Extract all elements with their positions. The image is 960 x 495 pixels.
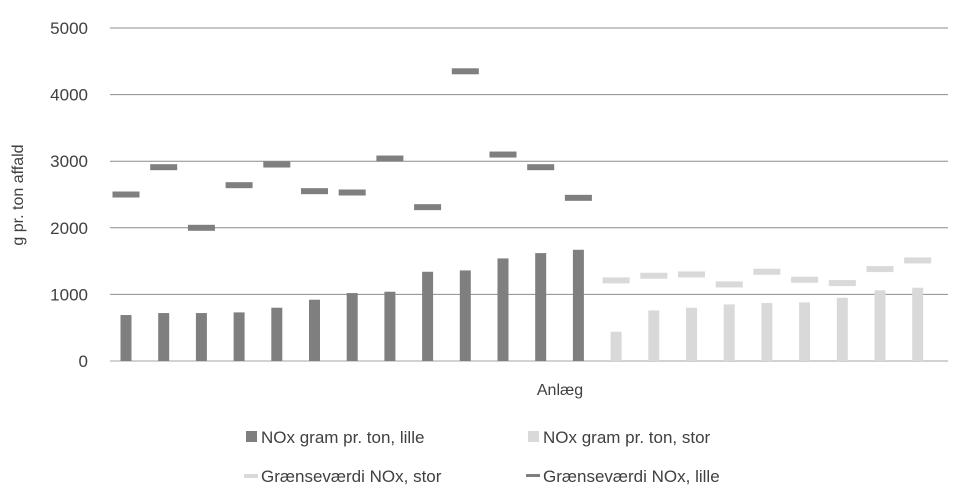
bar [120, 315, 132, 361]
legend-item: Grænseværdi NOx, stor [244, 467, 442, 486]
bar [836, 297, 848, 361]
y-tick-label: 5000 [50, 19, 88, 38]
limit-marker [866, 266, 894, 273]
bar [572, 249, 584, 361]
limit-marker [828, 280, 856, 287]
limit-marker [602, 277, 630, 284]
bar [195, 313, 207, 361]
limit-marker [904, 257, 932, 264]
legend-item: NOx gram pr. ton, lille [246, 428, 424, 447]
y-tick-labels: 0 1000 2000 3000 4000 5000 [50, 19, 88, 371]
bar [535, 253, 547, 361]
bar [912, 287, 924, 361]
legend-label: NOx gram pr. ton, stor [543, 428, 711, 447]
bar [723, 304, 735, 361]
bar [422, 271, 434, 361]
y-axis-title: g pr. ton affald [10, 144, 27, 245]
limit-marker [301, 188, 328, 195]
limit-marker [715, 281, 743, 288]
bar [384, 291, 396, 361]
legend-swatch [244, 474, 258, 478]
bar [874, 290, 886, 361]
limit-marker [451, 68, 479, 75]
y-tick-label: 2000 [50, 219, 88, 238]
limit-markers [112, 68, 932, 288]
y-tick-label: 1000 [50, 285, 88, 304]
y-tick-label: 3000 [50, 152, 88, 171]
bar [610, 331, 622, 361]
limit-marker [187, 224, 215, 231]
legend-swatch [526, 474, 540, 477]
bar [158, 313, 170, 361]
limit-marker [376, 155, 404, 162]
limit-marker [489, 151, 517, 158]
bar [686, 307, 697, 361]
legend-label: NOx gram pr. ton, lille [261, 428, 424, 447]
bar [799, 302, 811, 361]
limit-marker [338, 189, 366, 196]
limit-marker [564, 194, 592, 201]
gridlines [110, 27, 948, 362]
bars [120, 249, 924, 361]
bar [233, 312, 245, 361]
limit-marker [678, 271, 705, 278]
bar [497, 258, 509, 361]
limit-marker [150, 164, 178, 171]
limit-marker [640, 272, 668, 279]
bar [309, 299, 320, 361]
limit-marker [414, 204, 442, 211]
bar [346, 293, 358, 361]
limit-marker [263, 161, 291, 168]
bar [459, 270, 471, 361]
bar [271, 307, 283, 361]
legend-item: Grænseværdi NOx, lille [526, 467, 720, 486]
legend-swatch [528, 431, 539, 442]
limit-marker [225, 182, 253, 189]
legend-item: NOx gram pr. ton, stor [528, 428, 711, 447]
y-tick-label: 4000 [50, 86, 88, 105]
limit-marker [791, 276, 819, 283]
bar [648, 310, 660, 361]
limit-marker [527, 164, 555, 171]
legend-swatch [246, 431, 257, 442]
bar [761, 303, 773, 361]
y-tick-label: 0 [79, 352, 88, 371]
legend-label: Grænseværdi NOx, lille [543, 467, 720, 486]
legend: NOx gram pr. ton, lille NOx gram pr. ton,… [244, 428, 720, 486]
legend-label: Grænseværdi NOx, stor [261, 467, 442, 486]
limit-marker [112, 191, 140, 198]
limit-marker [753, 268, 781, 275]
x-axis-title: Anlæg [537, 382, 583, 399]
